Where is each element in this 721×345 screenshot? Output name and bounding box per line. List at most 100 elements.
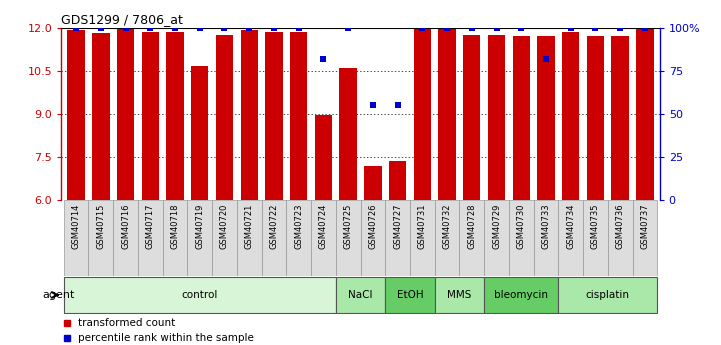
Bar [509,200,534,276]
Bar [290,32,307,200]
Bar [241,30,258,200]
Bar [315,115,332,200]
Text: GSM40716: GSM40716 [121,203,130,249]
Text: GSM40727: GSM40727 [393,203,402,249]
Bar [311,200,336,276]
Bar [608,200,632,276]
Text: GSM40721: GSM40721 [244,203,254,248]
Bar [438,29,456,200]
Point [639,25,650,30]
Point [516,25,527,30]
Bar [138,200,163,276]
Bar [632,200,658,276]
Bar [385,277,435,313]
Bar [562,32,580,200]
Text: GSM40718: GSM40718 [171,203,180,249]
Text: NaCl: NaCl [348,290,373,300]
Text: GSM40731: GSM40731 [418,203,427,249]
Point [318,56,329,61]
Bar [534,200,558,276]
Bar [484,200,509,276]
Point [71,25,82,30]
Text: EtOH: EtOH [397,290,423,300]
Bar [216,35,233,200]
Bar [187,200,212,276]
Bar [237,200,262,276]
Text: GSM40719: GSM40719 [195,203,204,248]
Text: GSM40724: GSM40724 [319,203,328,248]
Text: GSM40726: GSM40726 [368,203,377,249]
Point [244,25,255,30]
Point [194,25,205,30]
Bar [488,35,505,200]
Bar [513,36,530,200]
Bar [89,200,113,276]
Text: GSM40732: GSM40732 [443,203,451,249]
Point [144,25,156,30]
Text: GSM40730: GSM40730 [517,203,526,249]
Text: cisplatin: cisplatin [585,290,629,300]
Point [342,25,354,30]
Bar [459,200,484,276]
Bar [587,36,604,200]
Bar [385,200,410,276]
Bar [63,200,89,276]
Bar [163,200,187,276]
Bar [558,277,658,313]
Text: transformed count: transformed count [78,318,175,328]
Point [614,25,626,30]
Point [491,25,503,30]
Text: GSM40717: GSM40717 [146,203,155,249]
Bar [389,161,406,200]
Bar [63,277,336,313]
Text: percentile rank within the sample: percentile rank within the sample [78,333,254,343]
Bar [364,166,381,200]
Bar [537,36,554,200]
Text: GSM40722: GSM40722 [270,203,278,248]
Text: GSM40734: GSM40734 [566,203,575,249]
Text: GDS1299 / 7806_at: GDS1299 / 7806_at [61,13,183,27]
Bar [117,28,134,200]
Bar [113,200,138,276]
Bar [583,200,608,276]
Point [590,25,601,30]
Text: GSM40714: GSM40714 [71,203,81,248]
Point [293,25,304,30]
Bar [558,200,583,276]
Bar [336,277,385,313]
Text: GSM40715: GSM40715 [97,203,105,248]
Text: GSM40736: GSM40736 [616,203,624,249]
Point [120,25,131,30]
Bar [336,200,360,276]
Text: GSM40728: GSM40728 [467,203,477,249]
Bar [212,200,237,276]
Bar [463,35,480,200]
Text: GSM40733: GSM40733 [541,203,550,249]
Text: MMS: MMS [447,290,472,300]
Point [540,56,552,61]
Bar [286,200,311,276]
Bar [435,200,459,276]
Bar [611,36,629,200]
Point [95,25,107,30]
Text: GSM40729: GSM40729 [492,203,501,248]
Bar [262,200,286,276]
Text: agent: agent [43,290,75,300]
Point [367,102,379,108]
Bar [141,32,159,200]
Bar [167,32,184,200]
Bar [360,200,385,276]
Point [417,25,428,30]
Bar [410,200,435,276]
Text: control: control [182,290,218,300]
Bar [191,66,208,200]
Point [466,25,477,30]
Bar [484,277,558,313]
Bar [265,32,283,200]
Point [392,102,403,108]
Text: GSM40723: GSM40723 [294,203,303,249]
Point [441,25,453,30]
Bar [636,28,653,200]
Text: bleomycin: bleomycin [494,290,548,300]
Text: GSM40720: GSM40720 [220,203,229,248]
